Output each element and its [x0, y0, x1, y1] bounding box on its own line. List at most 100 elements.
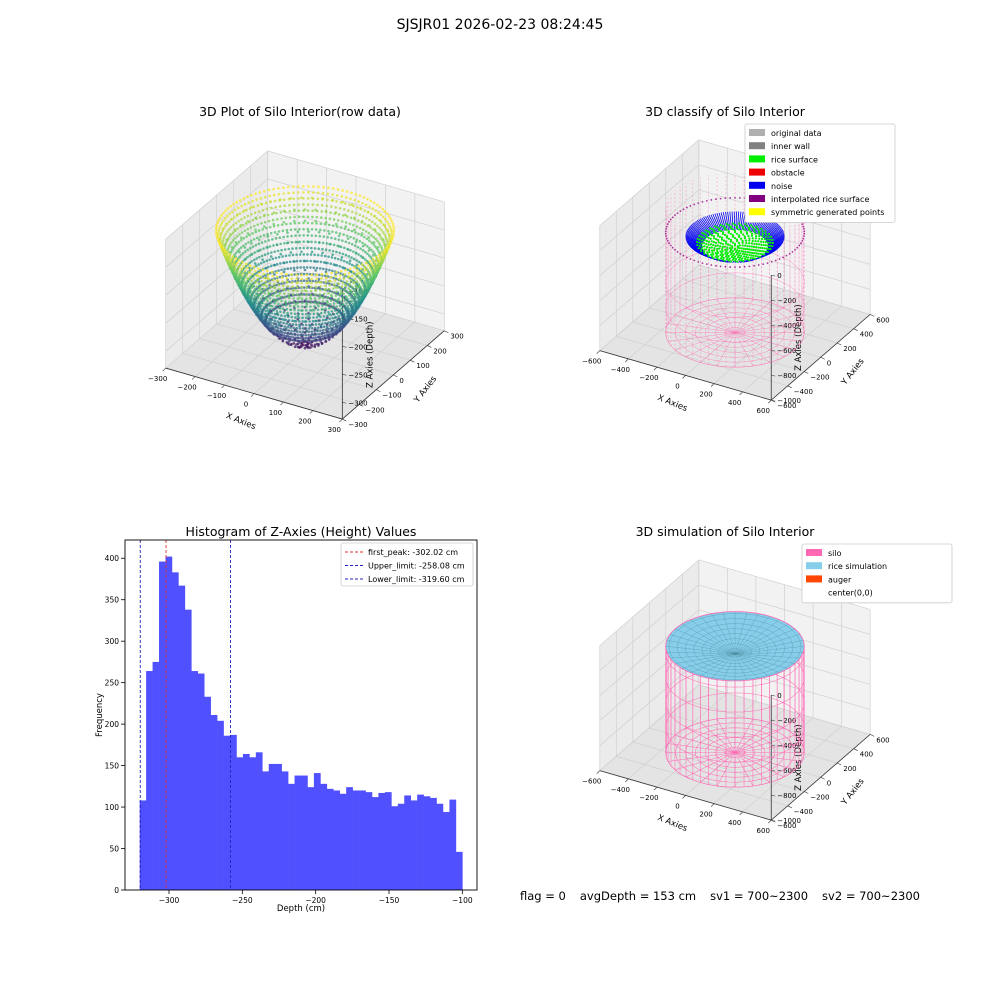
- raw-plot-point: [255, 217, 258, 221]
- raw-plot-point: [327, 255, 330, 258]
- classify-plot-z-tick-label: −1000: [777, 397, 801, 405]
- raw-plot-point: [244, 242, 248, 246]
- raw-plot-point: [331, 249, 335, 253]
- raw-plot-point: [352, 223, 355, 227]
- histogram-bars: [139, 556, 463, 890]
- raw-plot-point: [377, 211, 380, 214]
- raw-plot-point: [302, 253, 306, 256]
- raw-plot-point: [329, 299, 333, 302]
- classify-rice-point: [726, 246, 729, 249]
- histogram-frame: [124, 539, 478, 891]
- raw-plot-point: [270, 318, 274, 322]
- classify-rice-point: [727, 237, 731, 240]
- raw-plot-point: [348, 282, 352, 286]
- classify-noise-stroke: [765, 226, 782, 241]
- raw-plot-point: [257, 267, 260, 270]
- classify-plot-x-tick-label: −600: [582, 358, 601, 366]
- raw-plot-point: [274, 305, 278, 309]
- raw-plot-point: [391, 222, 394, 225]
- raw-plot-point: [275, 262, 279, 266]
- raw-plot-point: [335, 312, 339, 315]
- classify-plot-x-label: X Axies: [656, 393, 689, 414]
- classify-rice-point: [767, 247, 770, 250]
- simulation-rice-mesh-spoke: [700, 616, 736, 654]
- raw-plot-point: [335, 250, 338, 254]
- classify-rice-point: [702, 242, 706, 245]
- raw-plot-y-tick: [359, 404, 364, 407]
- raw-plot-point: [271, 304, 274, 308]
- classify-rice-point: [751, 237, 754, 240]
- classify-plot-z-tick-label: −400: [777, 322, 796, 330]
- raw-plot-point: [350, 274, 354, 278]
- raw-plot-point: [272, 325, 275, 328]
- classify-top-ring-point: [782, 256, 785, 259]
- raw-plot-point: [244, 262, 248, 266]
- raw-plot-point: [302, 203, 305, 206]
- raw-plot-point: [368, 218, 371, 222]
- raw-plot-point: [346, 248, 350, 251]
- simulation-plot-x-tick-label: −600: [582, 778, 601, 786]
- raw-plot-point: [256, 274, 260, 277]
- histogram-bar: [359, 790, 366, 890]
- raw-plot-point: [295, 326, 299, 330]
- raw-plot-point: [332, 331, 335, 335]
- raw-plot-point: [278, 317, 281, 320]
- raw-plot-point: [341, 310, 345, 313]
- raw-plot-grid-z: [165, 262, 445, 352]
- raw-plot-point: [265, 296, 268, 299]
- classify-rice-point: [715, 253, 718, 256]
- classify-rice-point: [763, 253, 766, 256]
- raw-plot-point: [341, 319, 344, 323]
- classify-rice-point: [759, 246, 762, 249]
- classify-noise-stroke: [703, 216, 715, 234]
- raw-plot-point: [227, 220, 231, 223]
- raw-plot-point: [364, 230, 368, 233]
- raw-plot-point: [288, 254, 291, 257]
- raw-plot-point: [282, 235, 285, 239]
- raw-plot-point: [265, 246, 269, 249]
- classify-top-ring-point: [685, 256, 688, 259]
- raw-plot-point: [286, 231, 289, 234]
- raw-plot-point: [321, 328, 325, 332]
- raw-plot-point: [239, 236, 243, 239]
- raw-plot-point: [337, 282, 340, 285]
- raw-plot-point: [392, 227, 396, 230]
- raw-plot-point: [269, 200, 272, 204]
- raw-plot-point: [246, 248, 250, 252]
- raw-plot-point: [311, 215, 314, 219]
- raw-plot-point: [252, 276, 256, 280]
- classify-rice-point: [748, 228, 751, 231]
- raw-plot-point: [264, 302, 267, 306]
- raw-plot-point: [284, 300, 287, 303]
- classify-rice-point: [731, 241, 735, 244]
- raw-plot-point: [374, 262, 378, 266]
- simulation-plot-x-label: X Axies: [656, 813, 689, 834]
- classify-rice-point: [711, 249, 714, 252]
- raw-plot-point: [357, 260, 361, 264]
- raw-plot-point: [343, 315, 347, 319]
- classify-rice-point: [721, 250, 724, 253]
- raw-plot-point: [367, 261, 370, 265]
- raw-plot-point: [347, 254, 351, 258]
- raw-plot-point: [390, 239, 393, 243]
- simulation-plot-y-tick-label: 200: [843, 765, 856, 773]
- raw-plot-point: [377, 253, 381, 257]
- classify-rice-point: [723, 226, 726, 229]
- raw-plot-point: [229, 262, 232, 265]
- raw-plot-point: [347, 209, 350, 212]
- simulation-plot-grid-z: [599, 584, 871, 671]
- raw-plot-point: [344, 240, 348, 244]
- histogram-bar: [313, 773, 321, 890]
- raw-plot-point: [234, 251, 238, 255]
- raw-plot-point: [228, 212, 232, 216]
- classify-legend-label: symmetric generated points: [771, 208, 884, 217]
- simulation-rice-mesh-spoke: [734, 653, 796, 664]
- raw-plot-point: [315, 333, 318, 336]
- raw-plot-point: [337, 213, 341, 216]
- raw-plot-point: [383, 233, 386, 236]
- raw-plot-point: [292, 326, 295, 330]
- raw-plot-point: [272, 298, 276, 301]
- raw-plot-point: [277, 230, 281, 233]
- classify-rice-point: [742, 255, 746, 258]
- classify-rice-point: [769, 241, 772, 244]
